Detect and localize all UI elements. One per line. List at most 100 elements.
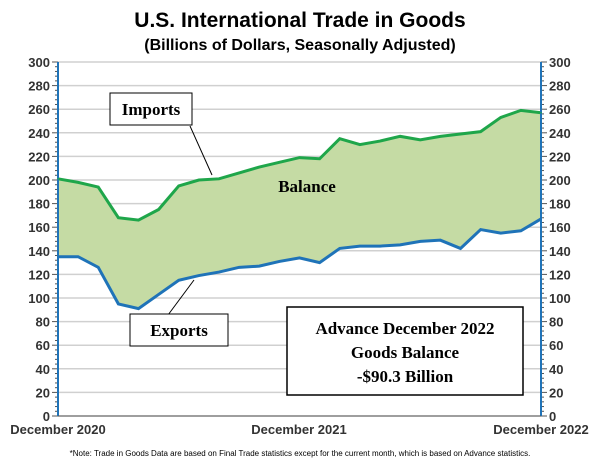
y-tick-label-left: 60 — [36, 338, 50, 353]
imports-label: Imports — [122, 100, 181, 119]
y-tick-label-left: 280 — [28, 79, 50, 94]
y-tick-label-right: 0 — [549, 409, 556, 424]
annotation-line-1: Advance December 2022 — [315, 319, 494, 338]
imports-arrow — [189, 125, 213, 176]
chart-subtitle: (Billions of Dollars, Seasonally Adjuste… — [144, 37, 455, 54]
imports-point — [97, 186, 100, 188]
exports-point — [218, 271, 220, 273]
y-tick-label-right: 40 — [549, 362, 563, 377]
y-tick-label-right: 220 — [549, 149, 571, 164]
imports-point — [459, 133, 462, 135]
exports-point — [318, 261, 321, 264]
exports-point — [338, 247, 341, 250]
y-tick-label-left: 100 — [28, 291, 50, 306]
y-tick-label-left: 220 — [28, 149, 50, 164]
y-tick-label-left: 40 — [36, 362, 50, 377]
y-tick-label-right: 160 — [549, 220, 571, 235]
imports-point — [137, 219, 140, 221]
imports-point — [520, 109, 522, 112]
exports-point — [177, 279, 180, 282]
y-tick-label-right: 80 — [549, 315, 563, 330]
exports-point — [238, 266, 240, 269]
exports-arrow — [167, 279, 195, 316]
annotation-line-3: -$90.3 Billion — [357, 367, 454, 386]
x-tick-label: December 2020 — [10, 422, 105, 437]
exports-point — [157, 293, 160, 296]
imports-point — [278, 161, 281, 164]
imports-point — [540, 111, 542, 114]
imports-point — [177, 185, 180, 187]
y-tick-label-right: 20 — [549, 385, 563, 400]
annotation-line-2: Goods Balance — [351, 343, 460, 362]
imports-point — [479, 130, 482, 133]
exports-point — [540, 218, 542, 220]
y-tick-label-left: 0 — [43, 409, 50, 424]
y-tick-label-left: 20 — [36, 385, 50, 400]
exports-point — [298, 257, 301, 259]
exports-point — [198, 274, 200, 277]
exports-point — [137, 307, 140, 310]
exports-point — [520, 229, 522, 232]
exports-point — [399, 244, 401, 246]
imports-point — [318, 157, 321, 160]
imports-point — [117, 216, 120, 219]
exports-point — [379, 245, 381, 247]
imports-point — [157, 208, 160, 211]
imports-point — [439, 135, 442, 138]
y-tick-label-left: 260 — [28, 102, 50, 117]
imports-point — [379, 140, 381, 142]
exports-point — [439, 239, 442, 241]
footnote: *Note: Trade in Goods Data are based on … — [70, 449, 531, 458]
y-tick-label-right: 120 — [549, 267, 571, 282]
y-tick-label-left: 120 — [28, 267, 50, 282]
y-tick-label-right: 200 — [549, 173, 571, 188]
y-tick-label-right: 180 — [549, 197, 571, 212]
imports-point — [359, 143, 361, 146]
imports-point — [298, 156, 301, 159]
y-tick-label-left: 240 — [28, 126, 50, 141]
balance-area — [58, 110, 541, 309]
y-tick-label-right: 140 — [549, 244, 571, 259]
x-tick-label: December 2022 — [493, 422, 588, 437]
y-tick-label-left: 160 — [28, 220, 50, 235]
y-tick-label-right: 100 — [549, 291, 571, 306]
imports-point — [258, 166, 261, 168]
exports-point — [57, 255, 59, 258]
imports-point — [77, 181, 79, 184]
y-tick-label-right: 60 — [549, 338, 563, 353]
y-tick-label-left: 140 — [28, 244, 50, 259]
exports-point — [359, 245, 361, 247]
imports-point — [419, 139, 422, 141]
imports-point — [57, 178, 59, 180]
exports-point — [117, 303, 120, 305]
exports-point — [459, 247, 462, 250]
chart-title: U.S. International Trade in Goods — [134, 9, 465, 32]
y-tick-label-right: 300 — [549, 55, 571, 70]
y-tick-label-right: 260 — [549, 102, 571, 117]
imports-point — [338, 137, 341, 140]
y-tick-label-left: 200 — [28, 173, 50, 188]
y-tick-label-left: 180 — [28, 197, 50, 212]
exports-point — [77, 255, 79, 258]
imports-point — [399, 135, 401, 138]
exports-point — [278, 260, 281, 263]
y-tick-label-left: 80 — [36, 315, 50, 330]
y-tick-label-right: 240 — [549, 126, 571, 141]
y-tick-label-left: 300 — [28, 55, 50, 70]
imports-point — [238, 172, 240, 174]
exports-point — [419, 240, 422, 243]
exports-label-box — [129, 313, 229, 347]
annotation-box — [286, 306, 524, 396]
exports-point — [97, 266, 100, 269]
imports-point — [198, 179, 200, 181]
exports-label: Exports — [150, 321, 208, 340]
exports-point — [258, 265, 261, 267]
y-tick-label-right: 280 — [549, 79, 571, 94]
imports-point — [499, 116, 502, 119]
balance-label: Balance — [278, 177, 336, 196]
exports-point — [479, 228, 482, 231]
imports-point — [218, 178, 220, 180]
exports-point — [499, 232, 502, 234]
imports-label-box — [109, 92, 193, 126]
